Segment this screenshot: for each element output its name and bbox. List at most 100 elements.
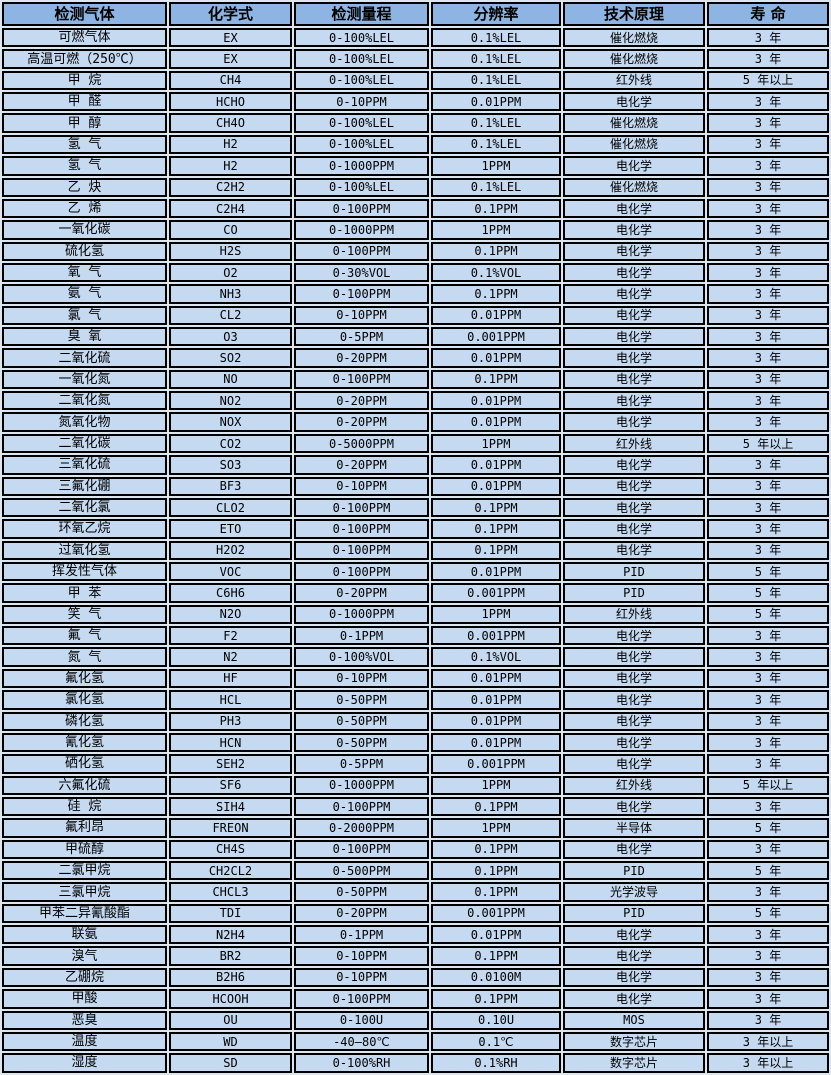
cell-gas-name: 甲 醇	[2, 113, 167, 133]
cell-lifespan: 3 年	[707, 989, 829, 1009]
cell-gas-name: 一氧化碳	[2, 220, 167, 240]
cell-technical-principle: 电化学	[563, 839, 705, 860]
cell-technical-principle: 红外线	[563, 604, 705, 625]
cell-gas-name: 氟利昂	[2, 818, 167, 838]
cell-gas-name: 笑 气	[2, 604, 167, 625]
cell-gas-name: 硅 烷	[2, 796, 167, 817]
cell-lifespan: 3 年	[707, 327, 829, 347]
cell-resolution: 1PPM	[431, 818, 561, 838]
cell-lifespan: 3 年	[707, 796, 829, 817]
cell-technical-principle: 电化学	[563, 796, 705, 817]
cell-chemical-formula: TDI	[169, 903, 292, 924]
cell-technical-principle: 红外线	[563, 433, 705, 454]
table-row: 硫化氢 H2S 0-100PPM 0.1PPM 电化学 3 年	[2, 241, 829, 261]
cell-gas-name: 氮氧化物	[2, 412, 167, 432]
cell-chemical-formula: HCN	[169, 732, 292, 753]
cell-chemical-formula: SO3	[169, 455, 292, 475]
table-row: 二氧化氯 CLO2 0-100PPM 0.1PPM 电化学 3 年	[2, 497, 829, 518]
cell-resolution: 0.001PPM	[431, 754, 561, 774]
table-header-row: 检测气体 化学式 检测量程 分辨率 技术原理寿 命	[2, 2, 829, 26]
cell-detection-range: 0-1PPM	[294, 925, 429, 945]
table-row: 温度 WD -40—80℃ 0.1℃ 数字芯片 3 年以上	[2, 1031, 829, 1052]
cell-resolution: 0.1PPM	[431, 839, 561, 860]
cell-chemical-formula: HCOOH	[169, 989, 292, 1009]
cell-gas-name: 二氧化氮	[2, 391, 167, 411]
cell-detection-range: 0-10PPM	[294, 946, 429, 966]
cell-chemical-formula: HCHO	[169, 92, 292, 112]
cell-lifespan: 3 年	[707, 198, 829, 219]
cell-technical-principle: 数字芯片	[563, 1031, 705, 1052]
table-row: 一氧化碳 CO 0-1000PPM 1PPM 电化学 3 年	[2, 220, 829, 240]
cell-resolution: 0.01PPM	[431, 412, 561, 432]
table-row: 恶臭 OU 0-100U 0.10U MOS 3 年	[2, 1010, 829, 1030]
cell-chemical-formula: N2H4	[169, 925, 292, 945]
cell-chemical-formula: SIH4	[169, 796, 292, 817]
cell-gas-name: 臭 氧	[2, 327, 167, 347]
cell-gas-name: 磷化氢	[2, 711, 167, 731]
cell-gas-name: 氯 气	[2, 305, 167, 326]
cell-resolution: 0.01PPM	[431, 925, 561, 945]
cell-gas-name: 溴气	[2, 946, 167, 966]
cell-detection-range: 0-10PPM	[294, 305, 429, 326]
cell-lifespan: 3 年	[707, 49, 829, 69]
cell-technical-principle: 电化学	[563, 156, 705, 176]
cell-resolution: 0.1%LEL	[431, 177, 561, 197]
cell-chemical-formula: NO	[169, 369, 292, 390]
cell-gas-name: 氧 气	[2, 262, 167, 283]
table-row: 三氧化硫 SO3 0-20PPM 0.01PPM 电化学 3 年	[2, 455, 829, 475]
cell-technical-principle: 电化学	[563, 241, 705, 261]
cell-lifespan: 3 年	[707, 305, 829, 326]
cell-lifespan: 3 年	[707, 732, 829, 753]
cell-technical-principle: 电化学	[563, 412, 705, 432]
cell-chemical-formula: N2O	[169, 604, 292, 625]
cell-detection-range: 0-20PPM	[294, 583, 429, 603]
cell-gas-name: 湿度	[2, 1053, 167, 1073]
table-row: 甲酸 HCOOH 0-100PPM 0.1PPM 电化学 3 年	[2, 989, 829, 1009]
cell-detection-range: 0-10PPM	[294, 668, 429, 689]
cell-resolution: 0.1%RH	[431, 1053, 561, 1073]
column-header-detection-range: 检测量程	[294, 2, 429, 26]
cell-resolution: 0.1%LEL	[431, 70, 561, 91]
cell-gas-name: 一氧化氮	[2, 369, 167, 390]
cell-detection-range: 0-5PPM	[294, 754, 429, 774]
cell-lifespan: 5 年以上	[707, 433, 829, 454]
cell-lifespan: 3 年	[707, 540, 829, 560]
cell-resolution: 0.001PPM	[431, 583, 561, 603]
cell-chemical-formula: H2	[169, 134, 292, 155]
cell-resolution: 0.1PPM	[431, 989, 561, 1009]
cell-gas-name: 挥发性气体	[2, 561, 167, 582]
cell-lifespan: 3 年	[707, 925, 829, 945]
cell-technical-principle: 电化学	[563, 519, 705, 539]
cell-chemical-formula: NH3	[169, 284, 292, 304]
cell-gas-name: 氯化氢	[2, 690, 167, 710]
cell-resolution: 0.0100M	[431, 967, 561, 988]
cell-detection-range: 0-500PPM	[294, 861, 429, 881]
cell-lifespan: 3 年	[707, 455, 829, 475]
table-row: 氢 气 H2 0-100%LEL 0.1%LEL 催化燃烧 3 年	[2, 134, 829, 155]
cell-technical-principle: PID	[563, 583, 705, 603]
cell-chemical-formula: CH2CL2	[169, 861, 292, 881]
cell-resolution: 0.1PPM	[431, 284, 561, 304]
cell-gas-name: 乙 炔	[2, 177, 167, 197]
cell-lifespan: 3 年	[707, 348, 829, 368]
cell-detection-range: 0-50PPM	[294, 711, 429, 731]
cell-detection-range: 0-20PPM	[294, 348, 429, 368]
cell-chemical-formula: CH4	[169, 70, 292, 91]
cell-detection-range: 0-100%LEL	[294, 113, 429, 133]
cell-detection-range: 0-100PPM	[294, 519, 429, 539]
cell-gas-name: 三氯甲烷	[2, 882, 167, 902]
cell-lifespan: 3 年	[707, 497, 829, 518]
table-row: 氮氧化物 NOX 0-20PPM 0.01PPM 电化学 3 年	[2, 412, 829, 432]
cell-gas-name: 硫化氢	[2, 241, 167, 261]
table-row: 二氧化氮 NO2 0-20PPM 0.01PPM 电化学 3 年	[2, 391, 829, 411]
cell-lifespan: 5 年	[707, 583, 829, 603]
cell-lifespan: 3 年	[707, 369, 829, 390]
cell-chemical-formula: CHCL3	[169, 882, 292, 902]
cell-detection-range: 0-100%LEL	[294, 177, 429, 197]
cell-resolution: 0.1PPM	[431, 861, 561, 881]
cell-chemical-formula: H2S	[169, 241, 292, 261]
cell-lifespan: 3 年	[707, 412, 829, 432]
cell-gas-name: 二氧化碳	[2, 433, 167, 454]
cell-gas-name: 氮 气	[2, 647, 167, 667]
cell-gas-name: 氟 气	[2, 626, 167, 646]
